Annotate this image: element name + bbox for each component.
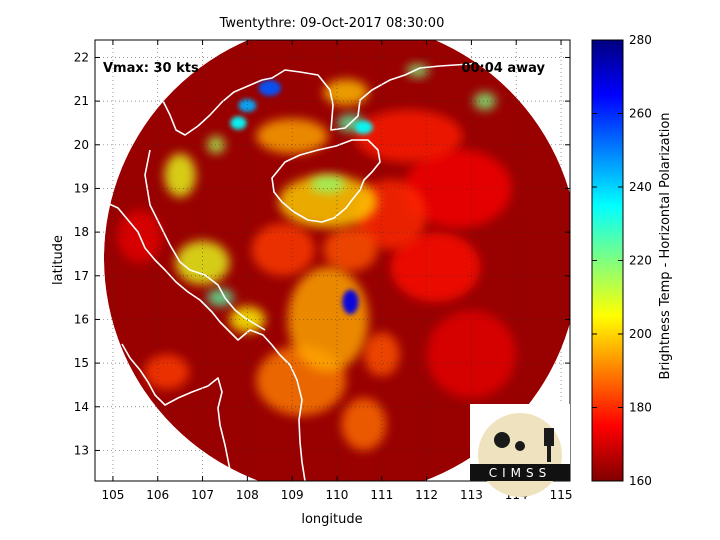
brightness-feature (406, 64, 429, 78)
y-tick-label: 14 (74, 400, 89, 414)
x-ticks: 105106107108109110111112113114115 (101, 40, 572, 502)
coastline-hainan (271, 139, 381, 223)
colorbar-tick-label: 260 (629, 107, 652, 121)
x-tick-label: 110 (326, 488, 349, 502)
colorbar: 160 180 200 220 240 260 280 Brightness Temp - … (591, 33, 673, 488)
colorbar-label: Brightness Temp - Horizontal Polarizatio… (658, 112, 673, 379)
brightness-feature (342, 289, 359, 315)
coastline-bay (144, 149, 266, 331)
y-tick-label: 19 (74, 181, 89, 195)
colorbar-tick-label: 220 (629, 254, 652, 268)
x-tick-label: 105 (101, 488, 124, 502)
cimss-logo: CIMSS (470, 404, 570, 497)
brightness-feature (354, 109, 463, 163)
brightness-feature (230, 116, 247, 130)
logo-text: CIMSS (489, 466, 552, 480)
y-tick-label: 18 (74, 225, 89, 239)
coastlines (95, 54, 511, 481)
y-tick-label: 21 (74, 94, 89, 108)
brightness-feature (323, 227, 378, 272)
y-ticks: 13 14 15 16 17 18 19 20 21 22 (74, 50, 570, 457)
brightness-feature (258, 80, 281, 96)
brightness-feature (310, 175, 346, 193)
x-tick-label: 106 (146, 488, 169, 502)
logo-tower-leg (547, 445, 551, 462)
colorbar-tick-label: 240 (629, 180, 652, 194)
chart-title: Twentythre: 09-Oct-2017 08:30:00 (219, 16, 445, 31)
x-tick-label: 111 (370, 488, 393, 502)
y-tick-label: 15 (74, 356, 89, 370)
brightness-feature (473, 92, 497, 110)
y-tick-label: 20 (74, 138, 89, 152)
brightness-feature (363, 332, 400, 377)
brightness-feature (175, 240, 230, 285)
vmax-label: Vmax: 30 kts (103, 61, 199, 76)
x-axis-label: longitude (301, 512, 362, 527)
y-tick-label: 22 (74, 50, 89, 64)
logo-band (470, 464, 570, 481)
brightness-feature (426, 310, 517, 399)
border-line (95, 127, 231, 471)
away-label: 00:04 away (461, 61, 545, 76)
logo-water-tower (544, 428, 554, 446)
y-tick-label: 13 (74, 443, 89, 457)
brightness-feature (238, 98, 257, 113)
y-tick-label: 16 (74, 312, 89, 326)
colorbar-ticks: 160 180 200 220 240 260 280 (592, 33, 652, 488)
x-tick-label: 109 (281, 488, 304, 502)
coastline-north (95, 54, 511, 136)
x-tick-label: 107 (191, 488, 214, 502)
colorbar-tick-label: 280 (629, 33, 652, 47)
colorbar-tick-label: 200 (629, 327, 652, 341)
axes-frame (94, 39, 571, 482)
brightness-feature (207, 288, 234, 307)
y-tick-label: 17 (74, 269, 89, 283)
colorbar-tick-label: 180 (629, 401, 652, 415)
swath (103, 40, 570, 481)
brightness-feature (323, 79, 369, 106)
grid (95, 40, 570, 481)
brightness-feature (164, 153, 196, 198)
x-tick-label: 112 (415, 488, 438, 502)
brightness-feature (404, 149, 512, 228)
x-tick-label: 113 (460, 488, 483, 502)
brightness-features (117, 64, 517, 451)
logo-dish (494, 432, 510, 448)
logo-dish-small (515, 441, 525, 451)
brightness-feature (251, 223, 315, 276)
coastline-mainland (95, 194, 306, 481)
brightness-feature (390, 232, 481, 302)
y-axis-label: latitude (51, 235, 66, 285)
colorbar-tick-label: 160 (629, 474, 652, 488)
brightness-feature (341, 398, 387, 451)
brightness-feature (144, 354, 190, 390)
brightness-feature (354, 120, 373, 134)
x-tick-label: 108 (236, 488, 259, 502)
x-tick-label: 115 (550, 488, 573, 502)
